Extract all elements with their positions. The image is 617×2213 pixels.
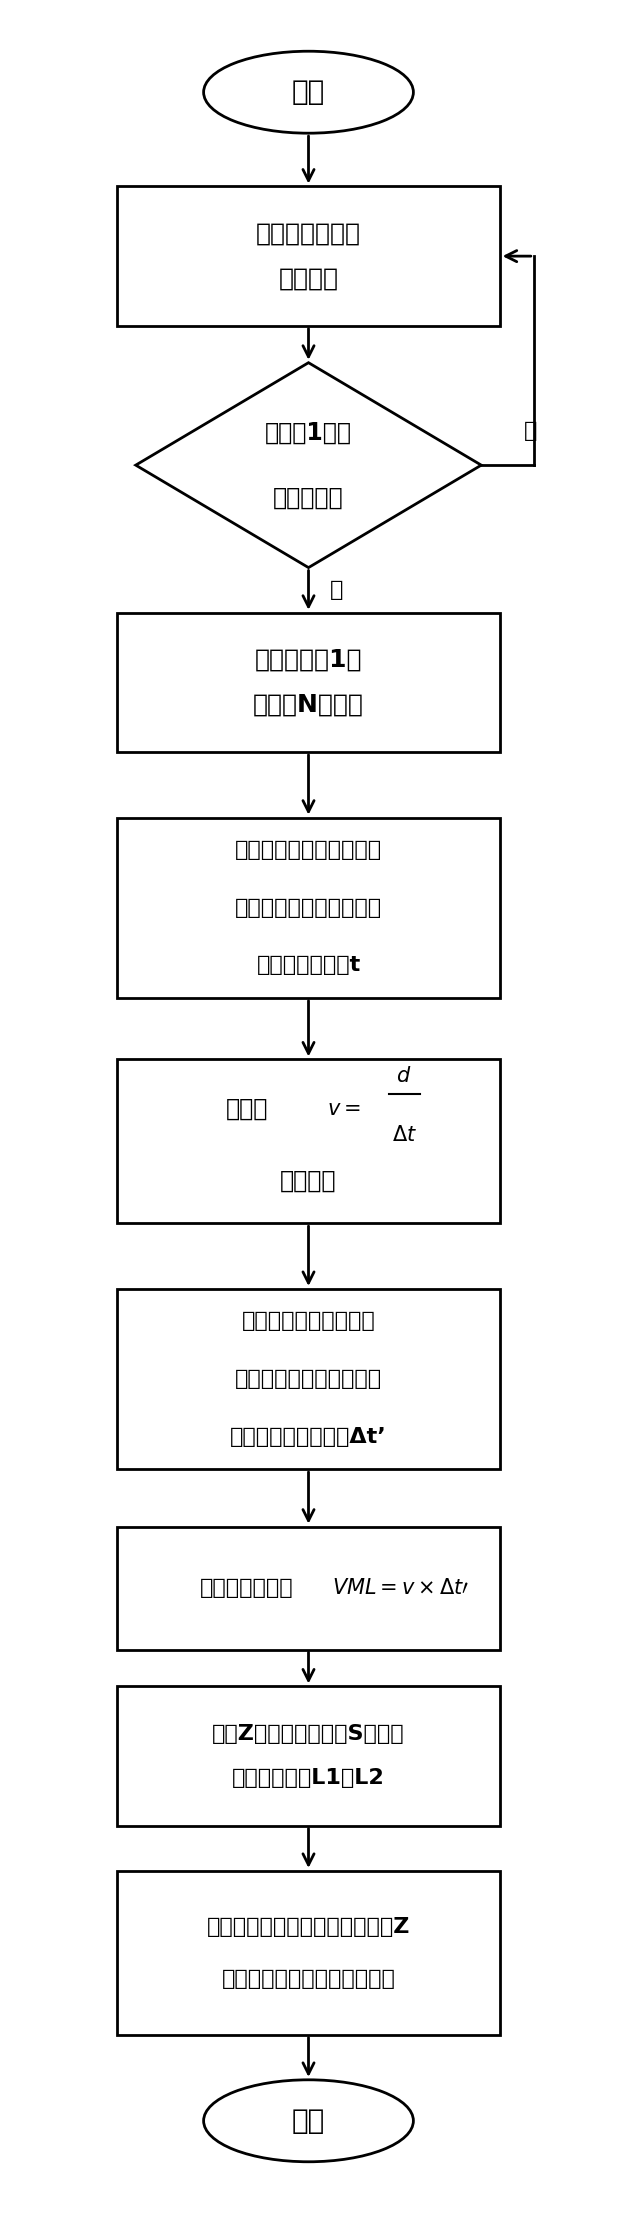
Text: 到车辆经过: 到车辆经过 [273, 487, 344, 509]
Text: 否: 否 [524, 420, 537, 440]
Text: 根据车辆经过时的车辆磁长度和Z: 根据车辆经过时的车辆磁长度和Z [207, 1916, 410, 1936]
Bar [117, 817, 500, 998]
Text: 之间的平均时间t: 之间的平均时间t [257, 956, 360, 976]
Text: 轴地磁数据获取车型分类结果: 轴地磁数据获取车型分类结果 [222, 1970, 395, 1989]
Text: 开始: 开始 [292, 77, 325, 106]
Text: $VML = v \times \Delta t\prime$: $VML = v \times \Delta t\prime$ [333, 1578, 470, 1598]
Text: 计算车辆磁长度: 计算车辆磁长度 [200, 1578, 294, 1598]
Text: 计算经过相邻两个传感器: 计算经过相邻两个传感器 [235, 898, 382, 918]
Ellipse shape [204, 51, 413, 133]
Text: $d$: $d$ [397, 1067, 412, 1087]
Text: 车辆数据: 车辆数据 [278, 266, 339, 290]
Text: $\Delta t$: $\Delta t$ [392, 1124, 416, 1144]
Text: 保存传感器1至: 保存传感器1至 [255, 648, 362, 673]
Text: 传感器1检测: 传感器1检测 [265, 420, 352, 445]
Bar [117, 1060, 500, 1224]
Text: 感器的平均持续时间Δt’: 感器的平均持续时间Δt’ [230, 1427, 387, 1447]
Text: 值，计算车辆经过每个传: 值，计算车辆经过每个传 [235, 1370, 382, 1390]
Bar [117, 613, 500, 752]
Text: 地磁传感器采集: 地磁传感器采集 [256, 221, 361, 246]
Text: 结束: 结束 [292, 2107, 325, 2136]
Polygon shape [136, 363, 481, 567]
Text: 是: 是 [330, 580, 344, 600]
Text: 设定车辆到达和离开阈: 设定车辆到达和离开阈 [242, 1312, 375, 1332]
Bar [117, 1527, 500, 1649]
Bar [117, 186, 500, 325]
Text: 设定Z轴磁场强度阈値S和车辆: 设定Z轴磁场强度阈値S和车辆 [212, 1724, 405, 1744]
Bar [117, 1288, 500, 1469]
Text: 计算车速: 计算车速 [280, 1168, 337, 1193]
Text: 传感器N的数据: 传感器N的数据 [253, 693, 364, 717]
Bar [117, 1870, 500, 2034]
Text: 对保存数据进行对齐，并: 对保存数据进行对齐，并 [235, 841, 382, 861]
Text: $v=$: $v=$ [327, 1098, 361, 1118]
Text: 由公式: 由公式 [226, 1098, 268, 1120]
Ellipse shape [204, 2080, 413, 2162]
Text: 磁长度双阈値L1、L2: 磁长度双阈値L1、L2 [232, 1768, 385, 1788]
Bar [117, 1686, 500, 1826]
